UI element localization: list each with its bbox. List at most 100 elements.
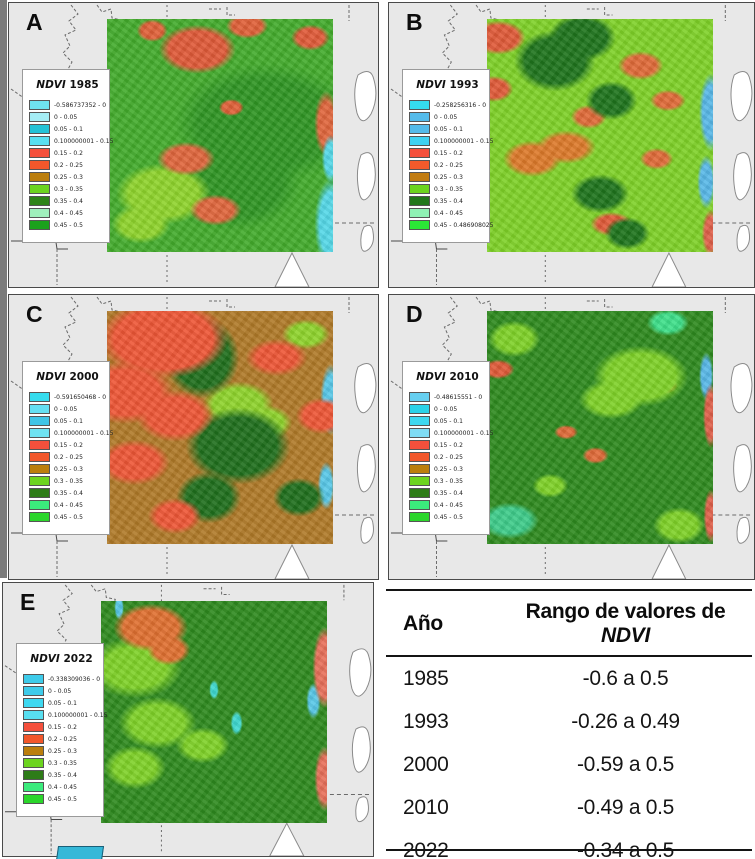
legend-color-swatch [23, 746, 44, 756]
legend-item: 0 - 0.05 [409, 404, 486, 414]
legend-range-label: 0.2 - 0.25 [54, 161, 83, 169]
legend-color-swatch [23, 782, 44, 792]
legend-range-label: -0.338309036 - 0 [48, 675, 101, 683]
admin-boundary-dashed [439, 296, 458, 441]
admin-boundary-dashed [209, 7, 235, 16]
white-area-polygon [355, 796, 369, 823]
legend-title-ndvi: NDVI [36, 371, 66, 383]
legend-item: 0.100000001 - 0.15 [409, 136, 493, 146]
legend-color-swatch [29, 452, 50, 462]
ndvi-raster-2010 [487, 311, 713, 544]
white-area-polygon [356, 444, 376, 493]
table-row: 2022 -0.34 a 0.5 [386, 829, 752, 859]
legend-color-swatch [29, 440, 50, 450]
legend-item: 0.4 - 0.45 [29, 208, 106, 218]
white-triangle-polygon [274, 543, 310, 579]
legend-range-label: 0.45 - 0.5 [48, 795, 77, 803]
legend-range-label: -0.586737352 - 0 [54, 101, 107, 109]
legend-color-swatch [29, 512, 50, 522]
table-cell-year: 2010 [403, 796, 449, 819]
legend-item: 0.15 - 0.2 [23, 722, 100, 732]
white-area-polygon [360, 224, 374, 252]
legend-range-label: 0.35 - 0.4 [54, 489, 83, 497]
legend-title-year: 1993 [449, 79, 479, 91]
legend-color-swatch [23, 722, 44, 732]
legend-range-label: 0.05 - 0.1 [434, 125, 463, 133]
legend-box-2010: NDVI 2010 -0.48615551 - 0 0 - 0.05 0.05 … [402, 361, 493, 535]
legend-item: 0.4 - 0.45 [29, 500, 106, 510]
legend-color-swatch [23, 758, 44, 768]
legend-item: 0.4 - 0.45 [23, 782, 100, 792]
legend-range-label: 0.25 - 0.3 [48, 747, 77, 755]
legend-title: NDVI 2010 [409, 371, 486, 383]
table-cell-year: 2022 [403, 839, 449, 859]
table-body: 1985 -0.6 a 0.5 1993 -0.26 a 0.49 2000 -… [386, 656, 752, 859]
white-area-polygon [733, 444, 752, 493]
legend-range-label: 0.45 - 0.5 [54, 513, 83, 521]
table-row: 1993 -0.26 a 0.49 [386, 700, 752, 743]
legend-item: 0.3 - 0.35 [409, 184, 486, 194]
legend-range-label: 0.15 - 0.2 [434, 149, 463, 157]
legend-range-label: 0.4 - 0.45 [434, 501, 463, 509]
table-cell-range: -0.49 a 0.5 [576, 796, 675, 819]
table-header-range-prefix: Rango de valores de [525, 600, 726, 623]
ndvi-raster-2000 [107, 311, 333, 544]
map-boundary-decoration [4, 584, 372, 856]
white-area-polygon [736, 516, 751, 544]
legend-items: -0.48615551 - 0 0 - 0.05 0.05 - 0.1 0.10… [409, 392, 493, 522]
legend-range-label: 0.4 - 0.45 [48, 783, 77, 791]
legend-item: 0 - 0.05 [29, 404, 106, 414]
legend-item: 0.05 - 0.1 [409, 416, 486, 426]
legend-color-swatch [23, 686, 44, 696]
legend-item: 0.3 - 0.35 [29, 476, 106, 486]
legend-range-label: 0.25 - 0.3 [54, 465, 83, 473]
legend-color-swatch [409, 464, 430, 474]
legend-range-label: 0.25 - 0.3 [54, 173, 83, 181]
legend-range-label: 0.100000001 - 0.15 [434, 429, 494, 437]
legend-range-label: 0.2 - 0.25 [434, 161, 463, 169]
admin-boundary-dashed [54, 584, 73, 723]
legend-item: 0.05 - 0.1 [23, 698, 100, 708]
table-header-year: Año [386, 591, 499, 657]
legend-item: 0.4 - 0.45 [409, 500, 486, 510]
legend-color-swatch [23, 770, 44, 780]
legend-color-swatch [29, 196, 50, 206]
legend-item: 0.45 - 0.5 [23, 794, 100, 804]
legend-range-label: 0.3 - 0.35 [54, 477, 83, 485]
legend-item: 0.100000001 - 0.15 [29, 136, 113, 146]
table-cell-range: -0.34 a 0.5 [576, 839, 675, 859]
legend-range-label: 0.3 - 0.35 [434, 185, 463, 193]
legend-item: 0.2 - 0.25 [409, 160, 486, 170]
ndvi-raster-1993 [487, 19, 713, 252]
legend-item: 0.15 - 0.2 [29, 440, 106, 450]
legend-title-ndvi: NDVI [416, 79, 446, 91]
legend-item: 0.15 - 0.2 [409, 148, 486, 158]
legend-color-swatch [23, 794, 44, 804]
legend-item: 0.45 - 0.5 [29, 220, 106, 230]
legend-range-label: 0.15 - 0.2 [434, 441, 463, 449]
table-header-range: Rango de valores de NDVI [499, 591, 752, 657]
panel-letter: A [26, 9, 43, 35]
ndvi-raster-1985 [107, 19, 333, 252]
legend-range-label: 0.35 - 0.4 [54, 197, 83, 205]
table-cell-year: 1985 [403, 667, 449, 690]
legend-range-label: -0.48615551 - 0 [434, 393, 483, 401]
legend-range-label: 0.3 - 0.35 [54, 185, 83, 193]
legend-item: 0.45 - 0.5 [29, 512, 106, 522]
legend-items: -0.338309036 - 0 0 - 0.05 0.05 - 0.1 0.1… [23, 674, 107, 804]
legend-color-swatch [29, 172, 50, 182]
cropped-map-inset-fragment [55, 846, 105, 859]
legend-color-swatch [29, 136, 50, 146]
legend-item: 0.3 - 0.35 [23, 758, 100, 768]
admin-boundary-dashed [586, 299, 613, 308]
legend-color-swatch [29, 160, 50, 170]
legend-range-label: 0 - 0.05 [434, 405, 458, 413]
legend-color-swatch [29, 488, 50, 498]
legend-title-ndvi: NDVI [30, 653, 60, 665]
legend-color-swatch [409, 208, 430, 218]
legend-color-swatch [409, 428, 430, 438]
table-header-range-ndvi: NDVI [601, 624, 650, 647]
legend-items: -0.591650468 - 0 0 - 0.05 0.05 - 0.1 0.1… [29, 392, 113, 522]
white-area-polygon [730, 362, 753, 414]
white-area-polygon [736, 224, 751, 252]
